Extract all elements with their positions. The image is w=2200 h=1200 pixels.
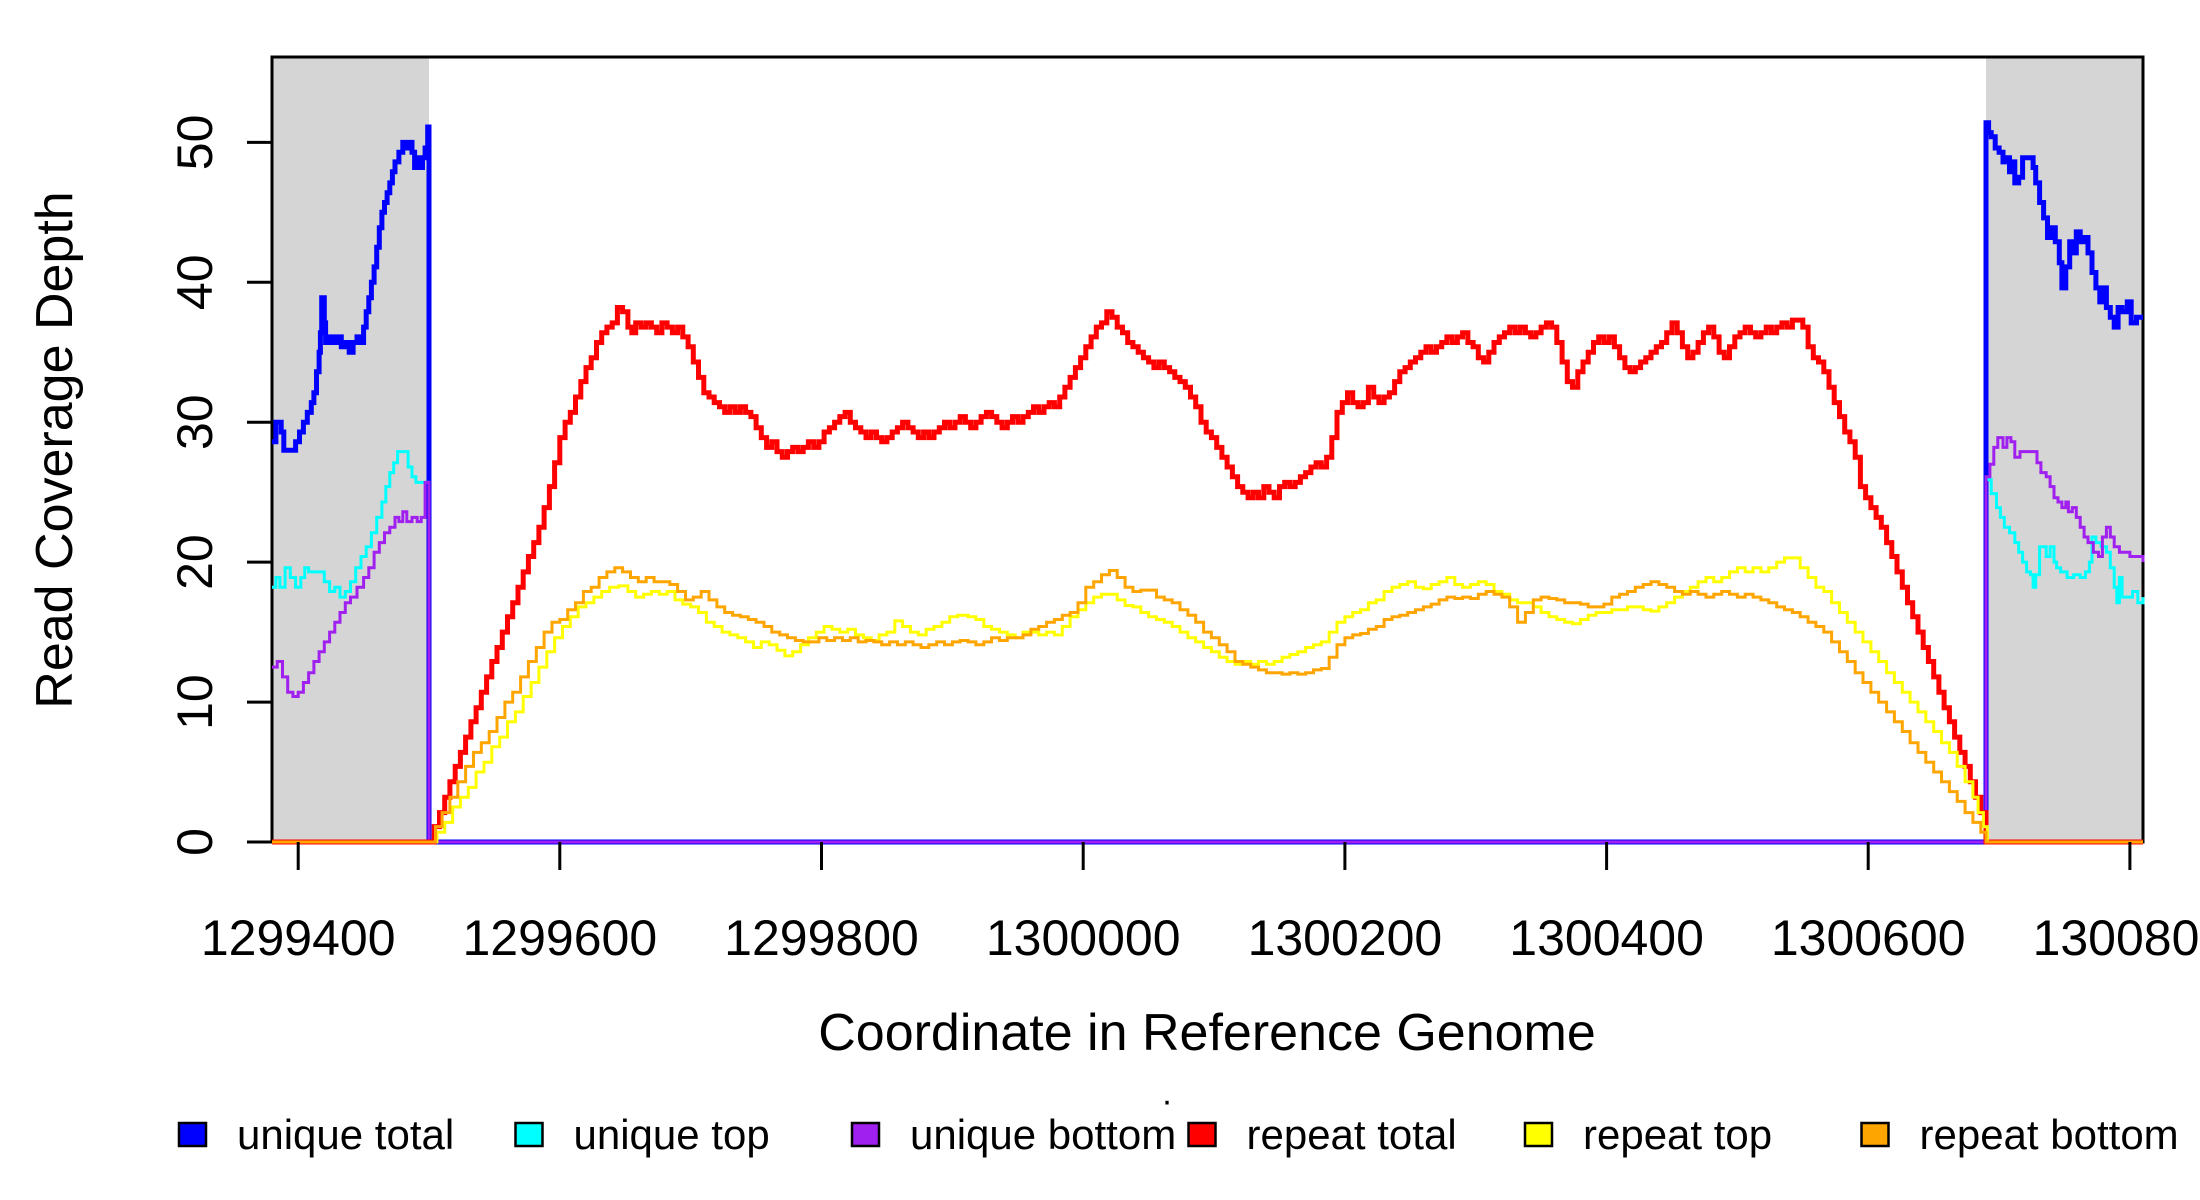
shaded-unique-regions <box>272 57 2143 842</box>
x-tick-label: 1300600 <box>1771 910 1966 966</box>
legend-swatch-unique-total <box>177 1121 208 1148</box>
legend-swatch-repeat-top <box>1523 1121 1554 1148</box>
plot-border <box>270 55 2145 844</box>
legend-swatch-unique-bottom <box>850 1121 881 1148</box>
axis-ticks: 1299400 1299600 1299800 1300000 1300200 13004… <box>167 115 2200 966</box>
y-tick-label: 10 <box>167 674 223 730</box>
coverage-series-lines <box>272 120 2145 845</box>
plot-box <box>270 55 2145 844</box>
unique-flank-shading <box>1986 57 2143 842</box>
legend-item-repeat-top: repeat top <box>1523 1111 1772 1158</box>
legend-item-unique-top: unique top <box>514 1111 770 1158</box>
series-line-repeat-bottom <box>272 566 2143 844</box>
x-tick-label: 1300000 <box>986 910 1181 966</box>
series-line-unique-total <box>272 120 2143 845</box>
x-tick-label: 1299400 <box>201 910 396 966</box>
legend-label: repeat total <box>1247 1111 1457 1158</box>
series-line-unique-bottom <box>272 436 2145 844</box>
series-line-repeat-total <box>272 305 2143 845</box>
unique-flank-shading <box>272 57 429 842</box>
legend-item-repeat-bottom: repeat bottom <box>1860 1111 2179 1158</box>
legend-item-repeat-total: repeat total <box>1187 1111 1457 1158</box>
x-axis-title: Coordinate in Reference Genome <box>818 1004 1596 1062</box>
y-tick-label: 40 <box>167 254 223 310</box>
y-axis-title: Read Coverage Depth <box>26 191 84 708</box>
legend-swatch-repeat-total <box>1187 1121 1217 1148</box>
legend-swatch-unique-top <box>514 1121 544 1148</box>
x-tick-label: 1300200 <box>1248 910 1443 966</box>
legend-item-unique-total: unique total <box>177 1111 454 1158</box>
x-tick-label: 1299800 <box>724 910 919 966</box>
legend-label: unique bottom <box>910 1111 1176 1158</box>
y-tick-label: 30 <box>167 394 223 450</box>
legend-label: unique top <box>574 1111 770 1158</box>
y-tick-label: 0 <box>167 828 223 856</box>
series-line-repeat-top <box>272 556 2143 844</box>
legend-label: unique total <box>237 1111 454 1158</box>
legend-swatch-repeat-bottom <box>1860 1121 1890 1148</box>
stray-dot: · <box>1161 1082 1172 1120</box>
y-tick-label: 50 <box>167 115 223 171</box>
x-tick-label: 1300400 <box>1509 910 1704 966</box>
x-tick-label: 1299600 <box>462 910 657 966</box>
legend-label: repeat bottom <box>1920 1111 2179 1158</box>
y-tick-label: 20 <box>167 534 223 590</box>
legend-item-unique-bottom: unique bottom <box>850 1111 1176 1158</box>
series-line-unique-top <box>272 450 2145 844</box>
legend-label: repeat top <box>1583 1111 1772 1158</box>
legend: unique total unique top unique bottom repea… <box>177 1082 2179 1158</box>
